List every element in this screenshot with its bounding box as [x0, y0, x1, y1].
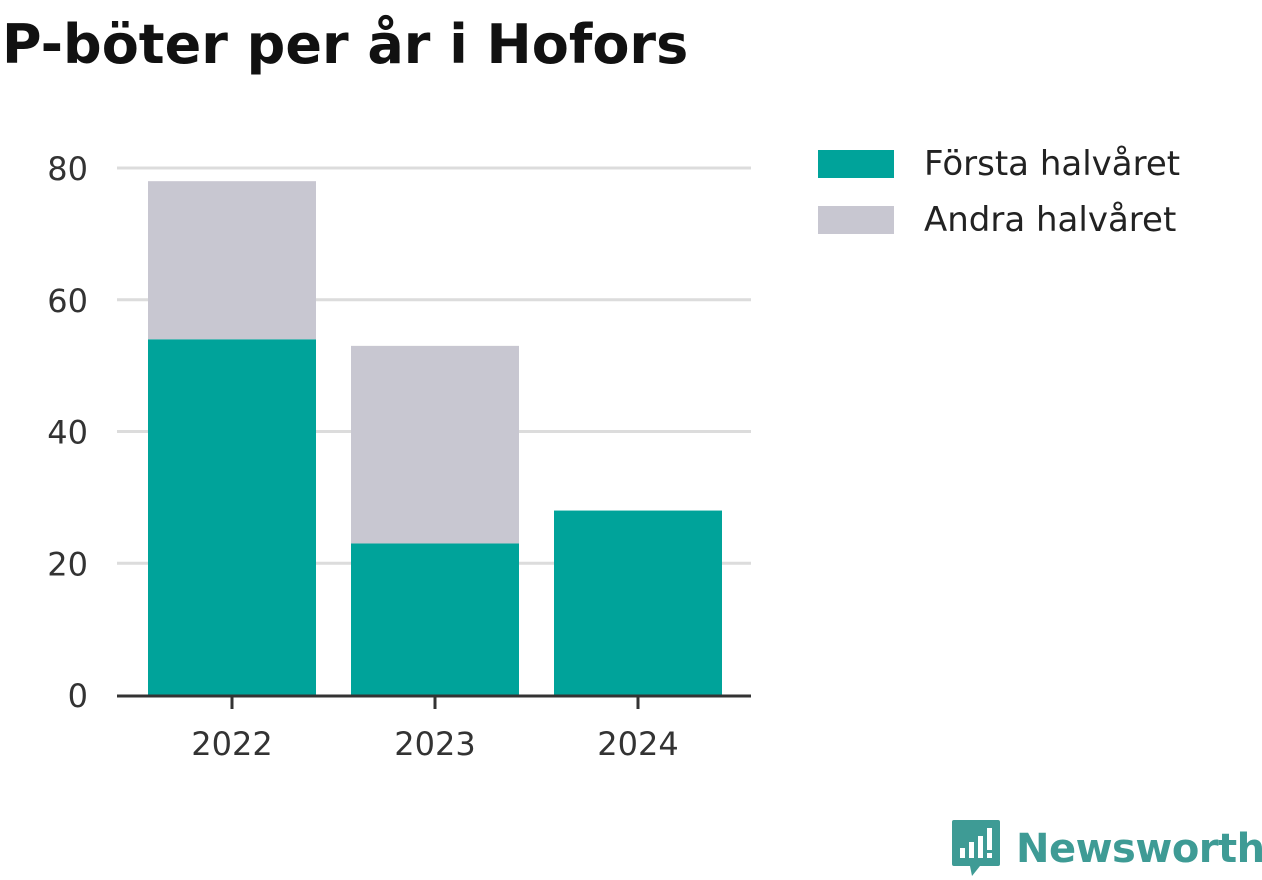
bar-2022-series-1: [148, 181, 316, 340]
legend-swatch-second-half: [818, 206, 894, 234]
bar-2022-series-0: [148, 339, 316, 695]
y-axis-tick-labels: 0 20 40 60 80: [47, 150, 88, 715]
legend-label-second-half: Andra halvåret: [924, 200, 1177, 240]
chart-title: P-böter per år i Hofors: [2, 13, 689, 76]
x-tick-label: 2022: [191, 725, 272, 763]
y-tick-label: 0: [68, 677, 88, 715]
legend-item-first-half: Första halvåret: [818, 136, 1180, 192]
y-tick-label: 80: [47, 150, 88, 188]
x-axis-tick-labels: 2022 2023 2024: [191, 725, 678, 763]
y-tick-label: 20: [47, 545, 88, 583]
newsworthy-logo-icon: [952, 820, 1000, 876]
bar-2023-series-0: [351, 543, 519, 695]
legend-swatch-first-half: [818, 150, 894, 178]
x-tick-label: 2024: [597, 725, 678, 763]
legend-item-second-half: Andra halvåret: [818, 192, 1180, 248]
brand-name: Newsworthy: [1016, 826, 1262, 872]
bar-chart: 0 20 40 60 80 2022 2023 2024: [47, 150, 751, 763]
legend: Första halvåret Andra halvåret: [818, 136, 1180, 248]
y-tick-label: 40: [47, 414, 88, 452]
x-axis-ticks: [230, 696, 640, 709]
y-tick-label: 60: [47, 282, 88, 320]
legend-label-first-half: Första halvåret: [924, 144, 1181, 184]
bar-2023-series-1: [351, 345, 519, 544]
bars: [148, 181, 722, 695]
brand-logo: Newsworthy: [950, 818, 1262, 880]
x-tick-label: 2023: [394, 725, 475, 763]
bar-2024-series-0: [554, 510, 722, 695]
